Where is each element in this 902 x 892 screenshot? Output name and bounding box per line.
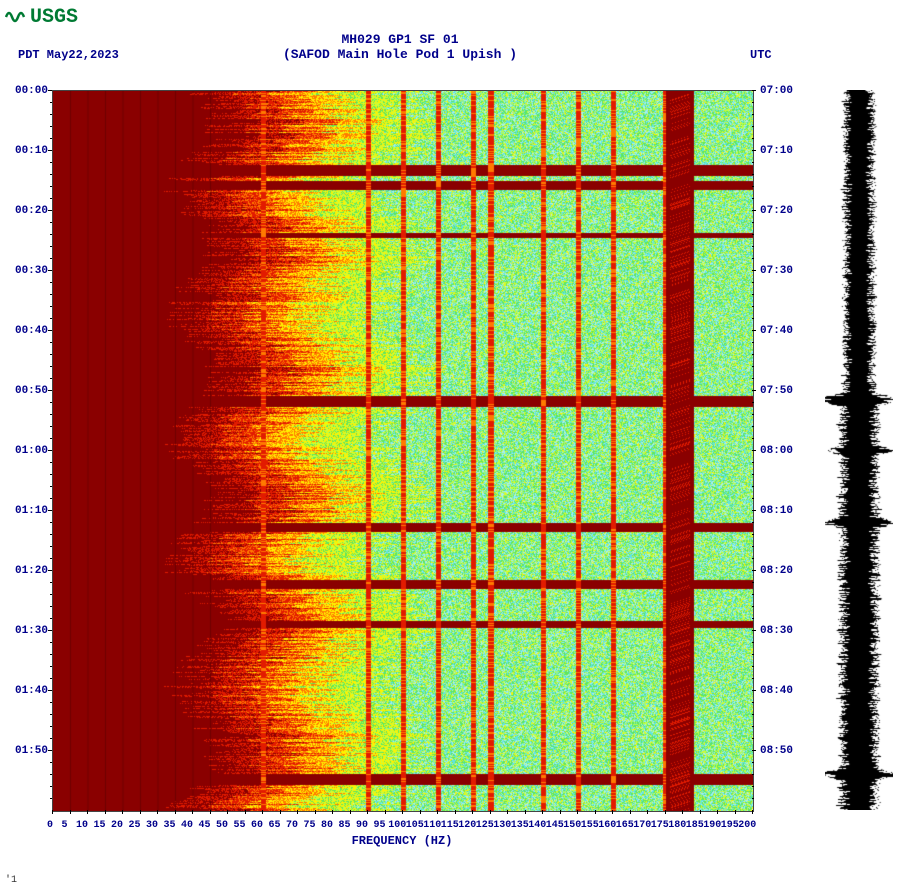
left-axis-label: 00:50: [8, 385, 48, 397]
x-axis-label: 170: [633, 820, 651, 831]
x-axis-label: 175: [651, 820, 669, 831]
x-axis-label: 180: [668, 820, 686, 831]
x-axis-label: 5: [56, 820, 74, 831]
right-axis-label: 08:00: [760, 445, 800, 457]
x-axis-label: 10: [73, 820, 91, 831]
x-axis-label: 190: [703, 820, 721, 831]
left-axis-label: 01:30: [8, 625, 48, 637]
right-axis-label: 07:00: [760, 85, 800, 97]
x-axis-label: 30: [143, 820, 161, 831]
header-line1: MH029 GP1 SF 01: [0, 32, 800, 47]
x-axis-label: 115: [441, 820, 459, 831]
usgs-logo: USGS: [5, 5, 78, 30]
x-axis-label: 15: [91, 820, 109, 831]
x-axis-label: 130: [493, 820, 511, 831]
x-axis-label: 70: [283, 820, 301, 831]
right-axis-label: 08:30: [760, 625, 800, 637]
chart-header: MH029 GP1 SF 01 (SAFOD Main Hole Pod 1 U…: [0, 32, 800, 62]
x-axis-label: 100: [388, 820, 406, 831]
x-axis-label: 95: [371, 820, 389, 831]
right-axis-label: 07:20: [760, 205, 800, 217]
x-axis-label: 120: [458, 820, 476, 831]
x-axis-label: 35: [161, 820, 179, 831]
right-axis-label: 07:30: [760, 265, 800, 277]
usgs-wave-icon: [5, 5, 27, 30]
x-axis-label: 50: [213, 820, 231, 831]
x-axis-label: 200: [738, 820, 747, 831]
x-axis-label: 150: [563, 820, 581, 831]
left-axis-label: 01:20: [8, 565, 48, 577]
x-axis-label: 160: [598, 820, 616, 831]
spectrogram-canvas: [52, 90, 754, 812]
x-axis-label: 65: [266, 820, 284, 831]
x-axis-label: 105: [406, 820, 424, 831]
left-axis-label: 01:40: [8, 685, 48, 697]
right-axis-label: 07:50: [760, 385, 800, 397]
seismogram-canvas: [825, 90, 893, 810]
pdt-date-label: PDT May22,2023: [18, 48, 119, 62]
x-axis-label: 135: [511, 820, 529, 831]
left-axis-label: 00:40: [8, 325, 48, 337]
header-line2: (SAFOD Main Hole Pod 1 Upish ): [0, 47, 800, 62]
x-axis-label: 145: [546, 820, 564, 831]
corner-mark: '1: [5, 875, 17, 886]
x-axis-label: 110: [423, 820, 441, 831]
x-axis-label: 60: [248, 820, 266, 831]
x-axis-label: 90: [353, 820, 371, 831]
right-axis-label: 08:10: [760, 505, 800, 517]
x-axis-label: 25: [126, 820, 144, 831]
right-axis-label: 07:40: [760, 325, 800, 337]
utc-label: UTC: [750, 48, 772, 62]
x-axis-label: 20: [108, 820, 126, 831]
x-axis-label: 185: [686, 820, 704, 831]
left-axis-label: 01:10: [8, 505, 48, 517]
usgs-text: USGS: [30, 6, 78, 29]
right-axis-label: 07:10: [760, 145, 800, 157]
right-axis-label: 08:20: [760, 565, 800, 577]
left-axis-label: 00:10: [8, 145, 48, 157]
x-axis-label: 45: [196, 820, 214, 831]
right-axis-label: 08:40: [760, 685, 800, 697]
x-axis-label: 155: [581, 820, 599, 831]
left-axis-label: 00:00: [8, 85, 48, 97]
x-axis-label: 55: [231, 820, 249, 831]
x-axis-label: 140: [528, 820, 546, 831]
x-axis-label: 40: [178, 820, 196, 831]
left-axis-label: 00:20: [8, 205, 48, 217]
x-axis-label: 125: [476, 820, 494, 831]
x-axis-label: 195: [721, 820, 739, 831]
right-axis-label: 08:50: [760, 745, 800, 757]
left-axis-label: 00:30: [8, 265, 48, 277]
x-axis-label: 75: [301, 820, 319, 831]
x-axis-label: 0: [47, 820, 56, 831]
x-axis-label: 80: [318, 820, 336, 831]
frequency-axis-title: FREQUENCY (HZ): [52, 834, 752, 848]
x-axis-label: 165: [616, 820, 634, 831]
left-axis-label: 01:50: [8, 745, 48, 757]
x-axis-label: 85: [336, 820, 354, 831]
frequency-axis-labels: 0510152025303540455055606570758085909510…: [47, 820, 747, 831]
left-axis-label: 01:00: [8, 445, 48, 457]
